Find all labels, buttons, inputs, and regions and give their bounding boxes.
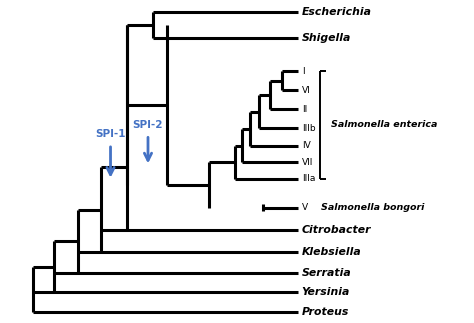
Text: IV: IV xyxy=(301,141,310,150)
Text: SPI-2: SPI-2 xyxy=(133,120,163,130)
Text: Citrobacter: Citrobacter xyxy=(301,225,371,235)
Text: VII: VII xyxy=(301,158,313,167)
Text: IIIa: IIIa xyxy=(301,174,315,183)
Text: SPI-1: SPI-1 xyxy=(95,129,126,139)
Text: Salmonella bongori: Salmonella bongori xyxy=(321,203,425,212)
Text: IIIb: IIIb xyxy=(301,124,315,133)
Text: Escherichia: Escherichia xyxy=(301,7,372,17)
Text: Proteus: Proteus xyxy=(301,307,349,317)
Text: I: I xyxy=(301,67,304,76)
Text: VI: VI xyxy=(301,86,310,95)
Text: Shigella: Shigella xyxy=(301,33,351,43)
Text: Yersinia: Yersinia xyxy=(301,287,350,297)
Text: Klebsiella: Klebsiella xyxy=(301,247,361,257)
Text: Salmonella enterica: Salmonella enterica xyxy=(331,120,437,130)
Text: II: II xyxy=(301,105,307,114)
Text: Serratia: Serratia xyxy=(301,268,351,277)
Text: V: V xyxy=(301,203,308,212)
